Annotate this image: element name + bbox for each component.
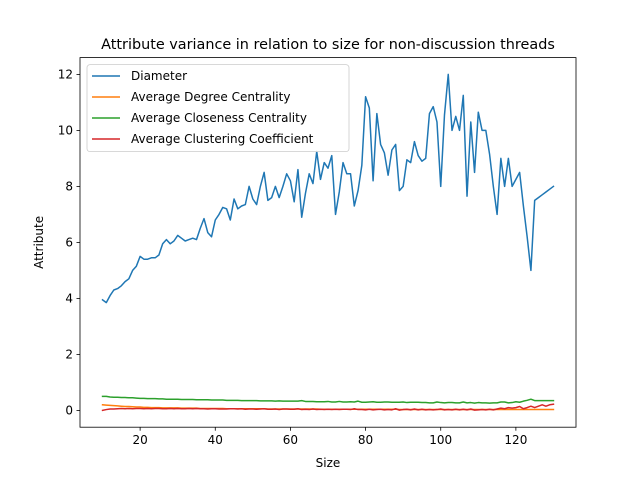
x-axis: 20 40 60 80 100 120 [132, 427, 527, 447]
y-axis: 0 2 4 6 8 10 12 [58, 68, 80, 418]
y-tick-label: 10 [58, 124, 73, 138]
y-tick-label: 0 [65, 404, 73, 418]
chart-title: Attribute variance in relation to size f… [101, 37, 555, 53]
legend-box [86, 64, 350, 152]
y-tick-label: 12 [58, 68, 73, 82]
legend-label-average-closeness-centrality: Average Closeness Centrality [131, 111, 307, 125]
legend-label-diameter: Diameter [131, 69, 187, 83]
y-tick-label: 2 [65, 348, 73, 362]
legend-label-average-degree-centrality: Average Degree Centrality [131, 90, 290, 104]
series-line-diameter [101, 73, 555, 304]
x-tick-label: 80 [358, 433, 373, 447]
y-tick-label: 6 [65, 236, 73, 250]
y-tick-label: 4 [65, 292, 73, 306]
y-tick-label: 8 [65, 180, 73, 194]
y-axis-label: Attribute [32, 216, 46, 269]
x-tick-label: 120 [504, 433, 527, 447]
plot-lines [101, 73, 555, 412]
x-tick-label: 100 [429, 433, 452, 447]
x-tick-label: 20 [132, 433, 147, 447]
x-axis-label: Size [316, 456, 341, 470]
legend: Diameter Average Degree Centrality Average… [86, 64, 350, 152]
legend-label-average-clustering-coefficient: Average Clustering Coefficient [131, 132, 314, 146]
series-line-average-closeness-centrality [101, 395, 555, 404]
x-tick-label: 40 [208, 433, 223, 447]
x-tick-label: 60 [283, 433, 298, 447]
series-line-average-clustering-coefficient [101, 403, 555, 412]
